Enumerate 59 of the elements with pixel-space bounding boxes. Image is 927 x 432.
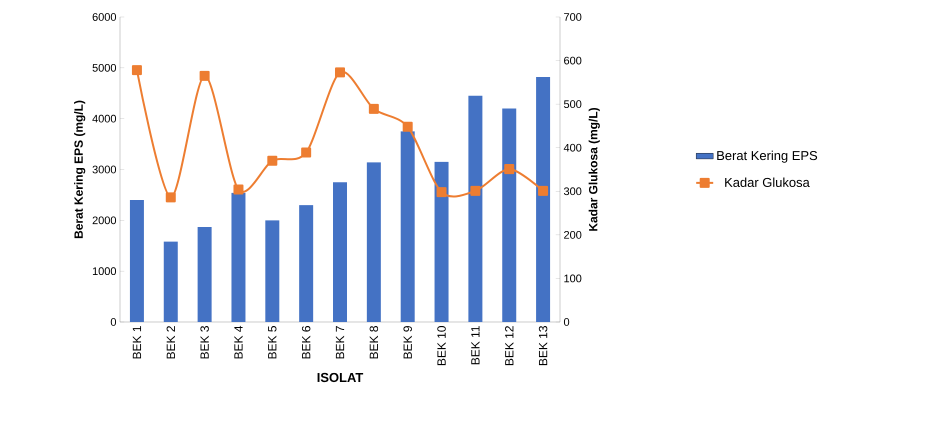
point <box>200 70 210 81</box>
y2-tick-label: 600 <box>564 56 582 64</box>
point <box>166 192 176 202</box>
bar <box>265 220 280 322</box>
y-tick-label: 3000 <box>92 166 116 174</box>
bar <box>434 162 449 322</box>
point <box>538 186 548 196</box>
x-tick-label: BEK 13 <box>538 326 548 366</box>
y-tick-label: 6000 <box>92 13 116 21</box>
y2-tick-label: 0 <box>564 318 570 326</box>
y2-tick-label: 400 <box>564 144 582 152</box>
x-tick-label: BEK 7 <box>336 326 344 358</box>
point <box>335 67 346 78</box>
bar <box>198 226 212 322</box>
y-axis-title: Berat Kering EPS (mg/L) <box>74 100 86 238</box>
point <box>368 104 379 114</box>
y2-tick-label: 700 <box>564 13 582 21</box>
x-tick-label: BEK 8 <box>370 326 378 358</box>
y2-tick-label: 100 <box>564 274 582 282</box>
y-tick-label: 1000 <box>92 267 116 276</box>
bar <box>231 192 246 322</box>
point <box>402 122 413 132</box>
y2-tick-label: 500 <box>564 100 582 108</box>
bar <box>536 76 550 322</box>
point <box>233 184 244 195</box>
bar <box>333 182 348 322</box>
bar <box>502 108 516 322</box>
y-tick-label: 0 <box>110 318 116 326</box>
x-tick-label: BEK 2 <box>166 326 175 358</box>
y2-tick-label: 300 <box>564 187 582 196</box>
bar <box>299 205 314 322</box>
y2-tick-label: 200 <box>564 230 582 239</box>
point <box>436 187 447 198</box>
x-tick-label: BEK 4 <box>234 326 243 358</box>
point <box>470 186 480 196</box>
y-tick-label: 5000 <box>92 64 116 72</box>
x-tick-label: BEK 12 <box>505 326 514 366</box>
y-tick-label: 4000 <box>92 114 116 123</box>
y-tick-label: 2000 <box>92 216 116 224</box>
bar <box>366 162 381 322</box>
point <box>267 156 278 166</box>
x-tick-label: BEK 10 <box>437 326 446 366</box>
y2-axis-title: Kadar Glukosa (mg/L) <box>588 108 600 231</box>
x-tick-label: BEK 9 <box>403 326 412 358</box>
legend-label: Berat Kering EPS <box>717 150 818 163</box>
point <box>132 65 142 76</box>
bar <box>400 131 415 322</box>
legend-label: Kadar Glukosa <box>725 177 810 187</box>
bar <box>130 200 144 322</box>
x-axis-title: ISOLAT <box>318 372 364 382</box>
bar <box>164 242 178 322</box>
bar <box>468 96 482 322</box>
x-tick-label: BEK 11 <box>471 326 480 364</box>
point <box>301 148 312 158</box>
x-tick-label: BEK 5 <box>268 326 276 358</box>
x-tick-label: BEK 3 <box>200 326 209 358</box>
point <box>504 164 514 174</box>
x-tick-label: BEK 6 <box>302 326 310 358</box>
x-tick-label: BEK 1 <box>132 326 142 358</box>
